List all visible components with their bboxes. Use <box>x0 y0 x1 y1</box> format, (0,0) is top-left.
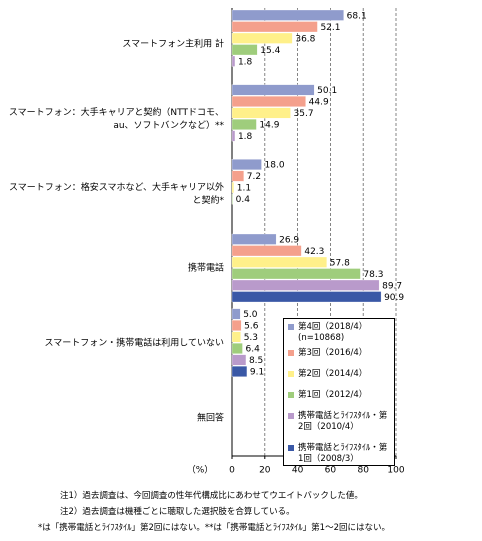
value-label: 6.4 <box>245 344 260 354</box>
bar <box>231 55 236 67</box>
category-label: スマートフォン主利用 計 <box>122 39 224 50</box>
value-label: 90.9 <box>384 293 404 303</box>
value-label: 14.9 <box>259 120 279 130</box>
bar <box>231 159 262 170</box>
value-label: 57.8 <box>330 258 350 268</box>
value-label: 78.3 <box>363 270 383 280</box>
legend-swatch <box>288 371 294 377</box>
x-tick-label: 40 <box>292 466 304 476</box>
value-label: 5.6 <box>244 321 259 331</box>
value-label: 9.1 <box>250 367 264 377</box>
value-label: 15.4 <box>260 46 280 56</box>
value-label: 1.8 <box>238 132 253 142</box>
bar <box>231 279 380 291</box>
legend-label: 第1回（2012/4） <box>298 390 368 400</box>
bar <box>231 96 306 107</box>
value-label: 52.1 <box>320 23 340 33</box>
bar <box>231 320 242 331</box>
footnote: *は「携帯電話とﾗｲﾌｽﾀｲﾙ」第2回にはない。**は「携帯電話とﾗｲﾌｽﾀｲﾙ… <box>38 523 390 533</box>
legend-item: 携帯電話とﾗｲﾌｽﾀｲﾙ・第2回（2010/4） <box>288 411 392 433</box>
legend-text: 携帯電話とﾗｲﾌｽﾀｲﾙ・第2回（2010/4） <box>298 411 392 433</box>
legend-item: 第2回（2014/4） <box>288 369 392 380</box>
bar <box>231 44 258 56</box>
legend-text: 携帯電話とﾗｲﾌｽﾀｲﾙ・第1回（2008/3） <box>298 443 392 465</box>
legend: 第4回（2018/4） (n=10868) 第3回（2016/4） 第2回（2014/… <box>283 318 395 466</box>
category-label: 携帯電話 <box>187 263 224 274</box>
legend-note: (n=10868) <box>298 333 345 343</box>
value-label: 5.3 <box>244 333 258 343</box>
x-tick-label: 20 <box>259 466 271 476</box>
value-label: 89.7 <box>382 281 402 291</box>
value-label: 8.5 <box>249 356 263 366</box>
bar <box>231 308 241 320</box>
bar <box>231 343 243 354</box>
value-label: 0.4 <box>236 195 251 205</box>
value-label: 36.8 <box>295 34 315 44</box>
bar <box>231 268 361 280</box>
legend-swatch <box>288 350 294 356</box>
legend-item: 第1回（2012/4） <box>288 390 392 401</box>
bar <box>231 170 244 182</box>
legend-label: 携帯電話とﾗｲﾌｽﾀｲﾙ・第2回（2010/4） <box>298 411 388 432</box>
value-label: 44.9 <box>309 97 329 107</box>
value-label: 50.1 <box>317 86 337 96</box>
category-label: スマートフォン：格安スマホなど、大手キャリア以外と契約* <box>8 182 224 206</box>
legend-label: 携帯電話とﾗｲﾌｽﾀｲﾙ・第1回（2008/3） <box>298 443 388 464</box>
legend-label: 第2回（2014/4） <box>298 369 368 379</box>
category-label: 無回答 <box>196 413 224 424</box>
footnote: 注2）過去調査は機種ごとに聴取した選択肢を合算している。 <box>60 507 295 517</box>
bar <box>231 233 277 245</box>
legend-label: 第3回（2016/4） <box>298 348 368 358</box>
bar <box>231 193 233 205</box>
legend-swatch <box>288 413 294 419</box>
x-tick-label: 0 <box>229 466 235 476</box>
bar <box>231 107 291 119</box>
category-label: スマートフォン・携帯電話は利用していない <box>44 338 224 349</box>
bar <box>231 182 234 193</box>
bar <box>231 32 293 44</box>
value-label: 1.1 <box>237 184 251 194</box>
bar <box>231 366 248 377</box>
bar <box>231 291 382 303</box>
legend-label: 第4回（2018/4） <box>298 322 368 332</box>
x-axis-label: （%） <box>187 465 214 476</box>
bar <box>231 119 257 130</box>
value-label: 35.7 <box>294 109 314 119</box>
value-label: 42.3 <box>304 247 324 257</box>
bar <box>231 354 247 366</box>
legend-item: 第3回（2016/4） <box>288 348 392 359</box>
x-tick-label: 80 <box>357 466 369 476</box>
bar <box>231 84 315 96</box>
legend-swatch <box>288 445 294 451</box>
bar <box>231 21 318 33</box>
x-tick-label: 100 <box>387 466 404 476</box>
value-label: 7.2 <box>247 172 261 182</box>
x-tick-label: 60 <box>325 466 337 476</box>
bar <box>231 9 344 21</box>
value-label: 18.0 <box>265 161 285 171</box>
value-label: 5.0 <box>243 310 258 320</box>
bar <box>231 256 327 268</box>
category-label: スマートフォン：大手キャリアと契約（NTTドコモ、au、ソフトバンクなど）** <box>8 108 224 131</box>
value-label: 1.8 <box>238 57 253 67</box>
legend-text: 第3回（2016/4） <box>298 348 367 359</box>
legend-swatch <box>288 324 294 330</box>
legend-text: 第1回（2012/4） <box>298 390 367 401</box>
value-label: 26.9 <box>279 235 299 245</box>
legend-item: 携帯電話とﾗｲﾌｽﾀｲﾙ・第1回（2008/3） <box>288 443 392 465</box>
footnote: 注1）過去調査は、今回調査の性年代構成比にあわせてウエイトバックした値。 <box>60 491 363 501</box>
bar <box>231 245 302 257</box>
legend-swatch <box>288 392 294 398</box>
legend-item: 第4回（2018/4） (n=10868) <box>288 322 392 344</box>
legend-text: 第2回（2014/4） <box>298 369 367 380</box>
value-label: 68.1 <box>347 11 367 21</box>
bar <box>231 331 241 343</box>
bar <box>231 130 236 142</box>
legend-text: 第4回（2018/4） (n=10868) <box>298 322 367 344</box>
